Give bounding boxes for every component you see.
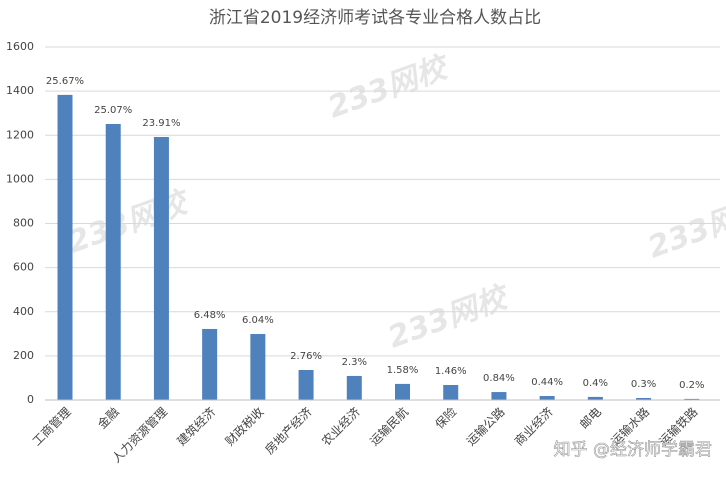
bar <box>587 396 603 400</box>
x-tick-label: 工商管理 <box>29 404 74 449</box>
bar <box>202 328 218 400</box>
x-tick-label: 建筑经济 <box>174 404 219 449</box>
bar <box>57 94 73 401</box>
bar <box>346 375 362 400</box>
watermark: 233网校 <box>384 279 516 356</box>
x-tick-label: 商业经济 <box>511 404 556 449</box>
y-tick-label: 800 <box>13 217 34 230</box>
y-tick-label: 400 <box>13 305 34 318</box>
y-tick-label: 1000 <box>6 172 34 185</box>
x-tick-label: 运输民航 <box>367 404 412 449</box>
bar <box>250 334 266 400</box>
data-label: 25.07% <box>94 105 132 116</box>
data-label: 23.91% <box>142 118 180 129</box>
x-tick-label: 财政税收 <box>223 405 267 449</box>
bar <box>153 137 169 400</box>
bar <box>105 123 121 401</box>
x-tick-label: 农业经济 <box>318 404 363 449</box>
bar <box>636 398 652 400</box>
data-label: 1.46% <box>435 366 467 377</box>
watermark: 知乎 @经济师学霸君 <box>554 440 712 460</box>
x-tick-label: 金融 <box>94 404 122 432</box>
watermark: 233网校 <box>64 184 196 261</box>
y-tick-label: 1200 <box>6 128 34 141</box>
data-label: 0.3% <box>631 379 656 390</box>
data-label: 2.3% <box>342 357 367 368</box>
bar <box>443 384 459 400</box>
data-label: 1.58% <box>387 365 419 376</box>
bar <box>539 396 555 400</box>
y-tick-label: 600 <box>13 261 34 274</box>
data-label: 0.84% <box>483 373 515 384</box>
data-label: 0.4% <box>583 378 608 389</box>
y-tick-label: 1400 <box>6 84 34 97</box>
chart-title: 浙江省2019经济师考试各专业合格人数占比 <box>209 8 541 28</box>
x-tick-label: 房地产经济 <box>262 404 315 457</box>
x-tick-label: 保险 <box>432 404 460 432</box>
bar <box>395 383 410 400</box>
data-label: 6.04% <box>242 315 274 326</box>
bar <box>298 369 314 400</box>
bar <box>491 392 507 400</box>
data-label: 0.44% <box>531 377 563 388</box>
y-tick-label: 200 <box>13 349 34 362</box>
data-label: 0.2% <box>679 380 704 391</box>
x-tick-label: 邮电 <box>577 405 604 432</box>
x-tick-label: 运输公路 <box>463 404 508 449</box>
y-tick-label: 0 <box>27 393 34 406</box>
watermark: 233网校 <box>324 49 456 126</box>
data-label: 6.48% <box>194 310 226 321</box>
bar <box>684 398 700 400</box>
y-tick-label: 1600 <box>6 40 34 53</box>
data-label: 2.76% <box>290 351 322 362</box>
watermark: 233网校 <box>644 189 726 266</box>
data-label: 25.67% <box>46 76 84 87</box>
